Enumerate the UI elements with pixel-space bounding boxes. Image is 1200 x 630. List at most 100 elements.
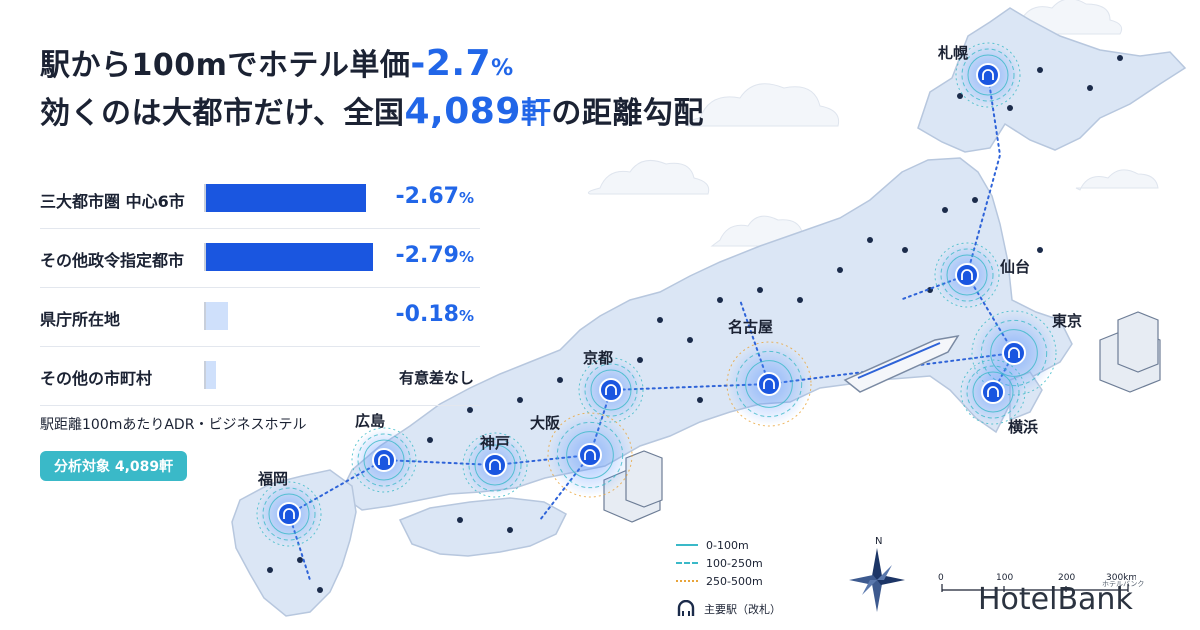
station-gate-icon <box>1008 347 1020 358</box>
station-marker-kyoto <box>578 357 644 423</box>
bar-track <box>204 361 386 389</box>
bar-chart: 三大都市圏 中心6市 -2.67% その他政令指定都市 -2.79% 県庁所在地… <box>40 170 480 406</box>
headline-line2-unit: 軒 <box>520 96 552 131</box>
compass-icon: N <box>849 536 905 612</box>
station-ring <box>966 365 1020 419</box>
station-gate-icon <box>584 449 596 460</box>
legend-item-label: 100-250m <box>706 556 763 570</box>
station-core <box>483 453 507 477</box>
scale-tick: 300km <box>1106 573 1136 583</box>
bar-value-number: -2.79 <box>395 243 459 268</box>
bar <box>206 184 367 212</box>
legend-line-solid <box>676 544 698 546</box>
bar-track <box>204 243 386 271</box>
legend-item-label: 250-500m <box>706 574 763 588</box>
legend-item: 主要駅（改札） <box>676 600 781 618</box>
station-core <box>1002 341 1026 365</box>
station-ring <box>351 427 417 493</box>
map-legend: 0-100m 100-250m 250-500m 主要駅（改札） <box>676 536 781 618</box>
bar-label: その他の市町村 <box>40 369 153 388</box>
station-marker-sapporo <box>955 42 1021 108</box>
scale-tick: 0 <box>938 573 944 583</box>
station-ring <box>462 432 528 498</box>
station-ring <box>934 242 1000 308</box>
station-marker-nagoya <box>726 341 812 427</box>
station-ring <box>735 350 803 418</box>
headline-line2-post: の距離勾配 <box>551 96 704 131</box>
station-gate-icon <box>605 384 617 395</box>
station-ring <box>960 359 1026 425</box>
station-ring <box>357 433 411 487</box>
station-gate-icon <box>982 69 994 80</box>
legend-item-label: 0-100m <box>706 538 749 552</box>
bar-row: その他の市町村 有意差なし <box>40 347 480 406</box>
bar-value: -2.67% <box>396 184 474 209</box>
headline-line2-text: 効くのは大都市だけ、全国 <box>40 96 405 131</box>
station-gate-icon <box>283 508 295 519</box>
bar-value: -0.18% <box>396 302 474 327</box>
station-core <box>981 380 1005 404</box>
city-label-fukuoka: 福岡 <box>258 470 289 488</box>
headline-line2-value: 4,089 <box>404 91 521 132</box>
station-core <box>277 502 301 526</box>
bar-value: -2.79% <box>396 243 474 268</box>
bar-value-nosig: 有意差なし <box>398 369 474 387</box>
bar <box>206 361 216 389</box>
city-label-sapporo: 札幌 <box>938 44 969 62</box>
legend-line-dotted <box>676 580 698 582</box>
bar-value-number: -0.18 <box>395 302 459 327</box>
station-ring <box>262 487 316 541</box>
legend-station-label: 主要駅（改札） <box>704 603 781 616</box>
stations <box>256 42 1057 547</box>
station-gate-icon <box>378 454 390 465</box>
city-label-nagoya: 名古屋 <box>728 318 774 336</box>
legend-item: 0-100m <box>676 536 781 554</box>
station-marker-osaka <box>547 412 633 498</box>
headline-line1-text: 駅から100mでホテル単価 <box>40 48 411 83</box>
station-ring <box>967 54 1009 96</box>
city-label-kobe: 神戸 <box>480 434 511 452</box>
scale-bar-graphic: 0 100 200 300km <box>938 573 1137 592</box>
station-core <box>578 443 602 467</box>
bar <box>206 302 228 330</box>
bar-track <box>204 302 386 330</box>
hotelbank-logo: HotelBank <box>978 582 1133 617</box>
bar-label: その他政令指定都市 <box>40 251 185 270</box>
station-ring <box>556 421 624 489</box>
headline-line2: 効くのは大都市だけ、全国4,089軒の距離勾配 <box>40 88 704 132</box>
city-label-hiroshima: 広島 <box>355 412 386 430</box>
bar-label: 三大都市圏 中心6市 <box>40 192 185 211</box>
station-core <box>599 378 623 402</box>
clouds <box>587 0 1159 247</box>
station-ring <box>972 371 1014 413</box>
footnote: 駅距離100mあたりADR・ビジネスホテル <box>40 417 307 433</box>
legend-item: 100-250m <box>676 554 781 572</box>
scale-tick: 100 <box>996 573 1013 583</box>
compass-north-label: N <box>875 536 882 547</box>
scale-bar: 0 100 200 300km <box>936 570 1137 599</box>
station-icon <box>677 600 695 616</box>
city-label-tokyo: 東京 <box>1052 312 1083 330</box>
bar-row: 三大都市圏 中心6市 -2.67% <box>40 170 480 229</box>
station-ring <box>961 48 1015 102</box>
station-ring <box>946 254 988 296</box>
station-ring <box>256 481 322 547</box>
station-ring <box>468 438 522 492</box>
station-core <box>955 263 979 287</box>
scale-tick: 200 <box>1058 573 1075 583</box>
station-ring <box>268 493 310 535</box>
city-label-osaka: 大阪 <box>530 414 561 432</box>
station-ring <box>584 363 638 417</box>
headline-line1-value: -2.7 <box>410 43 492 84</box>
station-ring <box>745 360 793 408</box>
bar-track <box>204 184 386 212</box>
shinkansen-train <box>843 334 960 393</box>
headline-line1: 駅から100mでホテル単価-2.7% <box>40 40 514 84</box>
bar <box>206 243 374 271</box>
headline-line1-unit: % <box>491 56 514 81</box>
bar-label: 県庁所在地 <box>40 310 121 329</box>
station-core <box>976 63 1000 87</box>
bar-value-unit: % <box>458 248 474 266</box>
station-ring <box>940 248 994 302</box>
